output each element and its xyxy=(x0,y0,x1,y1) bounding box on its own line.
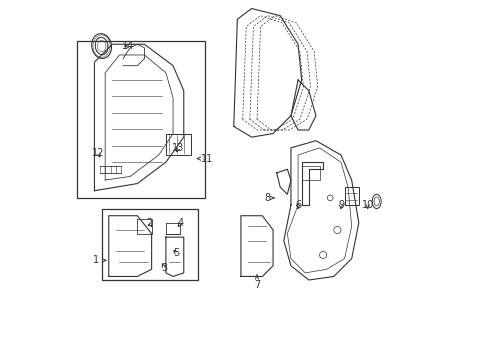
Bar xyxy=(77,41,205,198)
Text: 5: 5 xyxy=(173,248,180,258)
Text: 10: 10 xyxy=(361,200,373,210)
Bar xyxy=(102,208,198,280)
Bar xyxy=(344,187,358,205)
Bar xyxy=(165,134,190,155)
Text: 6: 6 xyxy=(294,200,301,210)
Text: 2: 2 xyxy=(146,218,153,228)
Text: 9: 9 xyxy=(337,200,344,210)
Bar xyxy=(301,166,319,180)
Text: 3: 3 xyxy=(161,262,167,273)
Text: 1: 1 xyxy=(93,255,106,265)
Text: 8: 8 xyxy=(264,193,273,203)
Text: 11: 11 xyxy=(197,154,213,163)
Text: 13: 13 xyxy=(172,143,184,153)
Text: 7: 7 xyxy=(253,275,260,291)
Text: 4: 4 xyxy=(177,218,183,228)
Text: 14: 14 xyxy=(122,41,134,51)
Bar xyxy=(137,219,151,234)
Text: 12: 12 xyxy=(92,148,104,158)
